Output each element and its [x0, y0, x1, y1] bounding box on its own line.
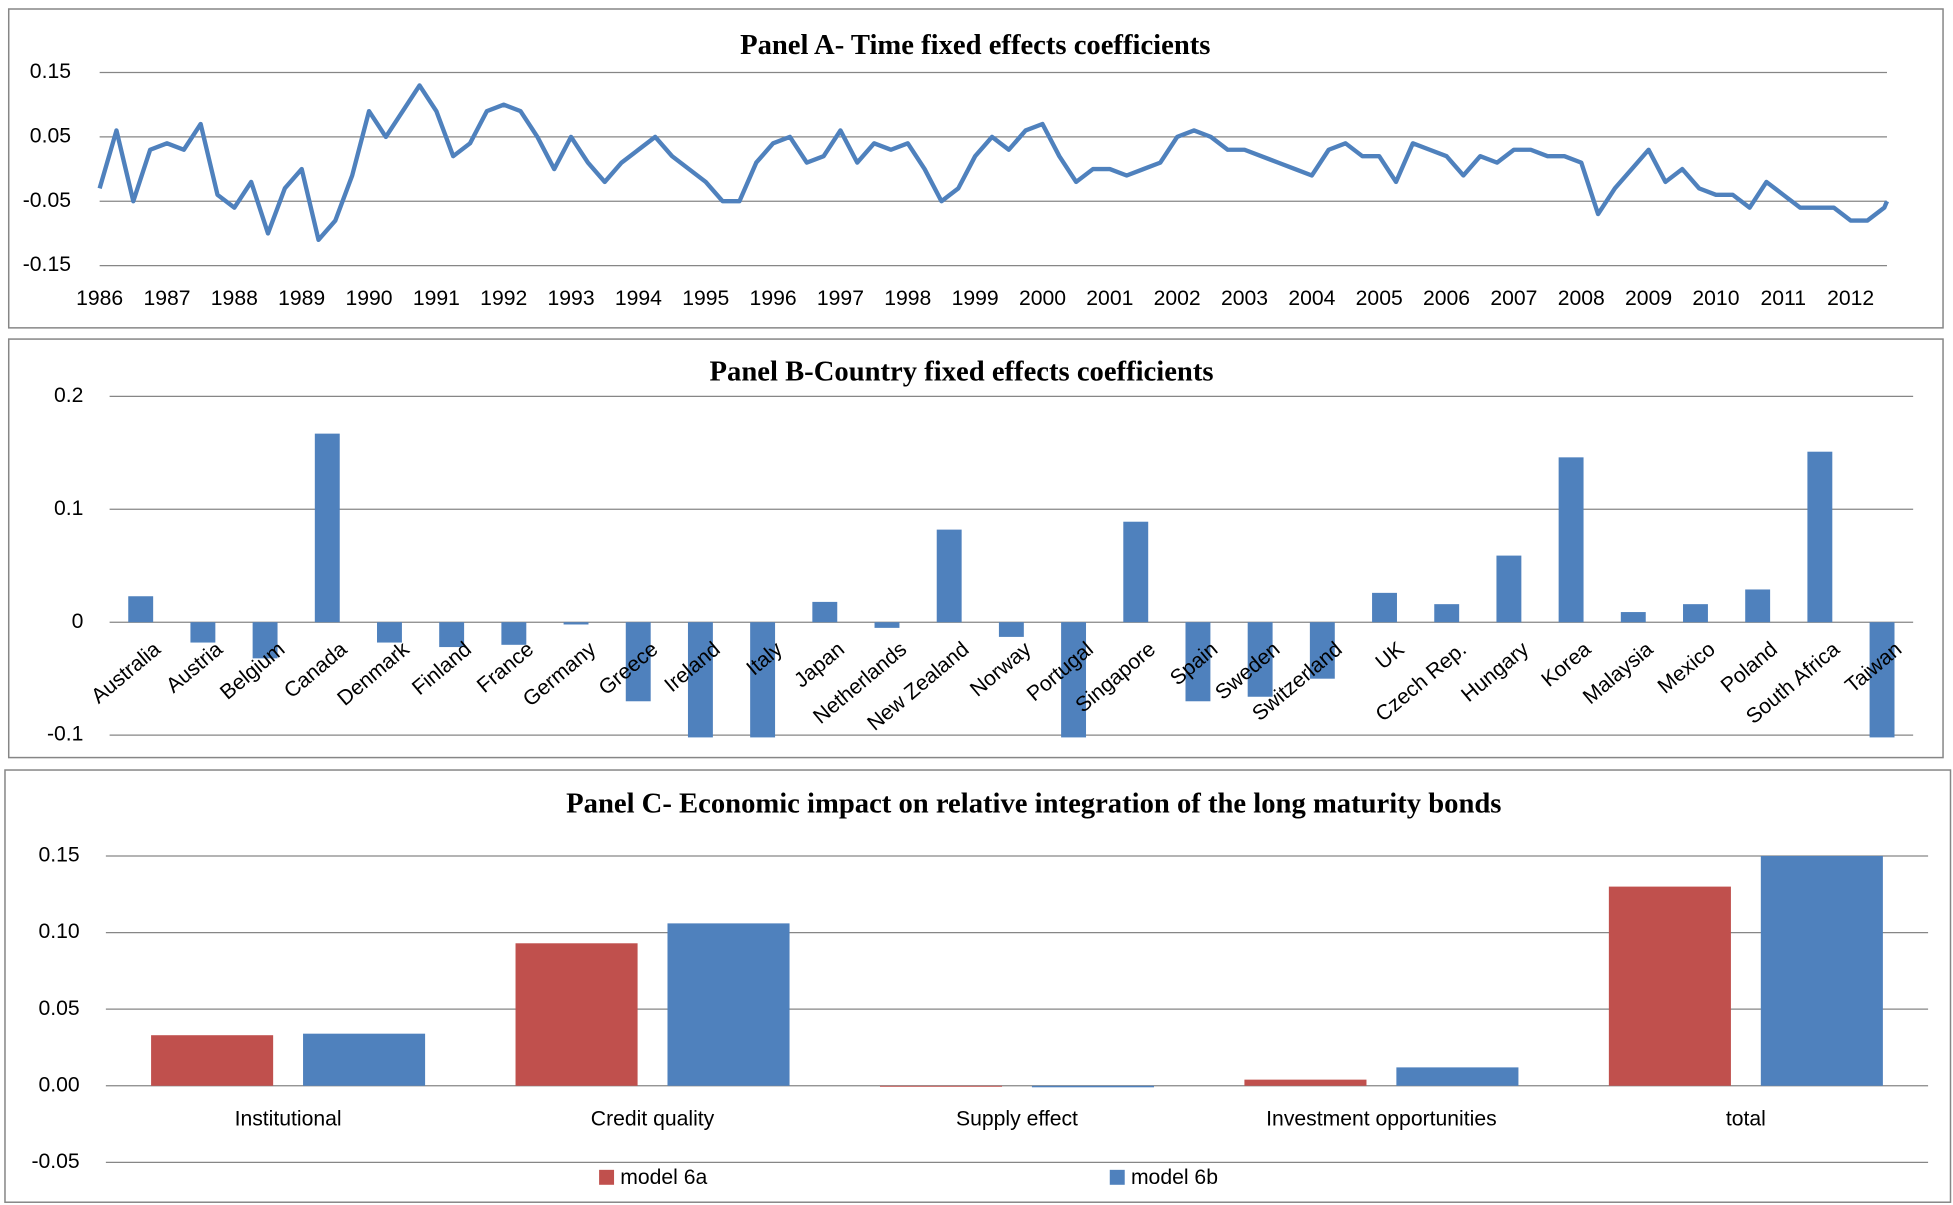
x-tick-label: 1998: [884, 287, 931, 310]
y-tick-label: 0.2: [54, 384, 83, 407]
y-tick-label: 0.10: [39, 920, 80, 943]
x-tick-label: 1992: [480, 287, 527, 310]
x-tick-label: 1995: [682, 287, 729, 310]
x-tick-label: 2000: [1019, 287, 1066, 310]
x-tick-label: 1988: [211, 287, 258, 310]
x-tick-label: Supply effect: [956, 1108, 1078, 1131]
y-tick-label: 0.15: [30, 60, 71, 83]
bar: [1309, 622, 1335, 679]
x-tick-label: 2011: [1761, 287, 1807, 310]
bar: [439, 622, 465, 648]
bar: [1496, 555, 1522, 623]
x-tick-label: 1989: [278, 287, 325, 310]
x-tick-label: 2008: [1558, 287, 1605, 310]
y-tick-label: 0.05: [39, 997, 80, 1020]
y-tick-label: -0.05: [23, 189, 71, 212]
x-tick-label: 1990: [345, 287, 392, 310]
bar: [750, 622, 776, 738]
bar: [1061, 622, 1087, 738]
x-tick-label: 2002: [1154, 287, 1201, 310]
legend-label: model 6a: [620, 1166, 707, 1189]
legend-label: model 6b: [1131, 1166, 1218, 1189]
bar: [1760, 855, 1883, 1086]
x-tick-label: 1994: [615, 287, 662, 310]
bar: [314, 433, 340, 623]
bar: [1869, 622, 1895, 738]
bar: [1123, 521, 1149, 623]
bar: [303, 1033, 426, 1086]
legend-swatch: [599, 1169, 615, 1185]
x-tick-label: 2007: [1490, 287, 1537, 310]
bar: [252, 622, 278, 659]
bar: [812, 601, 838, 623]
chart-title: Panel B-Country fixed effects coefficien…: [710, 356, 1214, 388]
bar: [563, 622, 589, 625]
bar: [625, 622, 651, 702]
bar: [874, 622, 900, 628]
bar: [1372, 592, 1397, 623]
bar: [190, 622, 216, 643]
bar: [1608, 886, 1731, 1086]
panel-frame: [7, 8, 1944, 329]
bar: [1185, 622, 1211, 702]
x-tick-label: 1996: [750, 287, 797, 310]
bar: [687, 622, 713, 738]
x-tick-label: 2012: [1827, 287, 1874, 310]
x-tick-label: 1993: [548, 287, 595, 310]
bar: [1247, 622, 1273, 697]
y-tick-label: 0.05: [30, 124, 71, 147]
bar: [501, 622, 527, 645]
bar: [998, 622, 1024, 637]
x-tick-label: Credit quality: [591, 1108, 715, 1131]
chart-title: Panel C- Economic impact on relative int…: [566, 788, 1501, 820]
x-tick-label: total: [1726, 1108, 1766, 1131]
x-tick-label: 2010: [1692, 287, 1739, 310]
x-tick-label: 2001: [1086, 287, 1133, 310]
y-tick-label: -0.05: [31, 1150, 79, 1173]
x-tick-label: Institutional: [235, 1108, 342, 1131]
y-tick-label: -0.15: [23, 253, 71, 276]
bar: [151, 1035, 274, 1086]
x-tick-label: 2003: [1221, 287, 1268, 310]
bar: [1558, 457, 1584, 623]
legend-swatch: [1109, 1169, 1125, 1185]
y-tick-label: 0.1: [54, 497, 83, 520]
x-tick-label: 2009: [1625, 287, 1672, 310]
bar: [1396, 1067, 1519, 1086]
x-tick-label: 2004: [1288, 287, 1335, 310]
bar: [1620, 612, 1646, 623]
chart-title: Panel A- Time fixed effects coefficients: [740, 29, 1210, 61]
bar: [377, 622, 402, 643]
x-tick-label: 1991: [413, 287, 460, 310]
x-tick-label: 2005: [1356, 287, 1403, 310]
bar: [1031, 1085, 1154, 1088]
bar: [936, 529, 962, 623]
bar: [1683, 604, 1708, 623]
data-line: [97, 83, 1889, 243]
bar: [128, 596, 154, 623]
x-tick-label: 1986: [76, 287, 123, 310]
x-tick-label: 2006: [1423, 287, 1470, 310]
bar: [515, 943, 638, 1086]
y-tick-label: -0.1: [47, 723, 83, 746]
x-tick-label: 1997: [817, 287, 864, 310]
bar: [1745, 589, 1771, 623]
bar: [1244, 1079, 1367, 1086]
x-tick-label: 1999: [952, 287, 999, 310]
x-tick-label: 1987: [143, 287, 190, 310]
x-tick-label: Investment opportunities: [1266, 1108, 1497, 1131]
y-tick-label: 0.00: [39, 1073, 80, 1096]
bar: [1807, 451, 1833, 623]
bar: [1434, 604, 1460, 623]
y-tick-label: 0: [72, 610, 84, 633]
y-tick-label: 0.15: [39, 844, 80, 867]
bar: [879, 1085, 1003, 1087]
bar: [667, 923, 790, 1086]
